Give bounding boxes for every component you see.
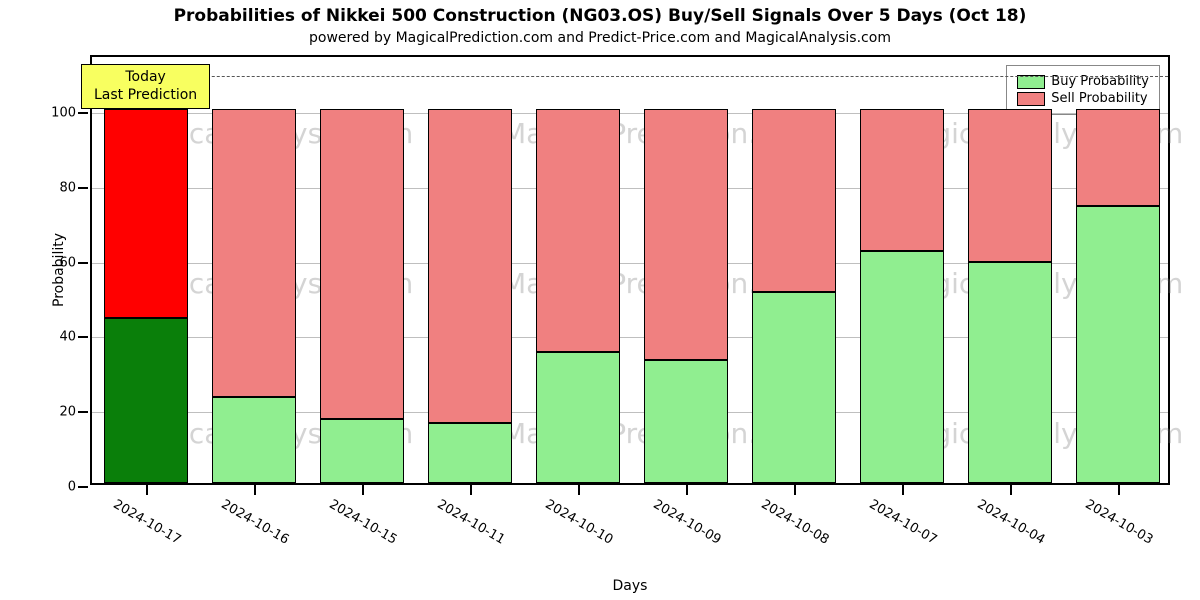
sell-bar — [860, 109, 944, 251]
y-tick-label: 80 — [59, 180, 76, 195]
x-tick — [362, 485, 364, 495]
x-tick-label: 2024-10-11 — [435, 497, 508, 548]
buy-bar — [428, 423, 512, 483]
chart-figure: Probabilities of Nikkei 500 Construction… — [0, 0, 1200, 600]
y-tick — [78, 486, 88, 488]
chart-subtitle: powered by MagicalPrediction.com and Pre… — [0, 30, 1200, 46]
x-tick — [686, 485, 688, 495]
bar-group — [860, 53, 944, 483]
sell-bar — [644, 109, 728, 360]
x-tick — [470, 485, 472, 495]
bar-group — [104, 53, 188, 483]
y-tick — [78, 112, 88, 114]
today-annotation: Today Last Prediction — [81, 64, 210, 109]
buy-bar — [1076, 206, 1160, 483]
y-tick-label: 0 — [68, 480, 76, 495]
buy-bar — [860, 251, 944, 483]
sell-bar — [104, 109, 188, 318]
bar-group — [644, 53, 728, 483]
y-tick-label: 20 — [59, 405, 76, 420]
buy-bar — [752, 292, 836, 483]
x-tick — [902, 485, 904, 495]
x-tick-label: 2024-10-08 — [759, 497, 832, 548]
y-tick — [78, 411, 88, 413]
bar-group — [428, 53, 512, 483]
sell-bar — [428, 109, 512, 423]
x-tick — [1010, 485, 1012, 495]
x-tick — [794, 485, 796, 495]
buy-bar — [320, 419, 404, 483]
bar-group — [1076, 53, 1160, 483]
sell-bar — [752, 109, 836, 292]
sell-bar — [968, 109, 1052, 262]
y-tick-label: 40 — [59, 330, 76, 345]
plot-area: MagicalAnalysis.com MagicalPrediction.co… — [90, 55, 1170, 485]
x-tick-label: 2024-10-09 — [651, 497, 724, 548]
annotation-line2: Last Prediction — [94, 87, 197, 105]
buy-bar — [212, 397, 296, 483]
x-tick — [254, 485, 256, 495]
bar-group — [320, 53, 404, 483]
bar-group — [752, 53, 836, 483]
y-tick — [78, 336, 88, 338]
x-axis-label: Days — [90, 578, 1170, 594]
sell-bar — [1076, 109, 1160, 206]
y-tick-label: 60 — [59, 255, 76, 270]
x-tick-label: 2024-10-04 — [975, 497, 1048, 548]
chart-title: Probabilities of Nikkei 500 Construction… — [0, 6, 1200, 26]
x-tick-label: 2024-10-03 — [1083, 497, 1156, 548]
sell-bar — [212, 109, 296, 397]
x-tick-label: 2024-10-15 — [327, 497, 400, 548]
x-tick-label: 2024-10-07 — [867, 497, 940, 548]
buy-bar — [644, 360, 728, 483]
y-tick — [78, 262, 88, 264]
y-tick-label: 100 — [51, 106, 76, 121]
annotation-line1: Today — [94, 69, 197, 87]
sell-bar — [320, 109, 404, 419]
buy-bar — [104, 318, 188, 483]
y-tick — [78, 187, 88, 189]
x-tick-label: 2024-10-16 — [219, 497, 292, 548]
buy-bar — [536, 352, 620, 483]
x-tick — [1118, 485, 1120, 495]
sell-bar — [536, 109, 620, 352]
x-tick — [578, 485, 580, 495]
buy-bar — [968, 262, 1052, 483]
bar-group — [968, 53, 1052, 483]
bar-group — [536, 53, 620, 483]
x-tick — [146, 485, 148, 495]
x-tick-label: 2024-10-17 — [111, 497, 184, 548]
x-tick-label: 2024-10-10 — [543, 497, 616, 548]
bar-group — [212, 53, 296, 483]
